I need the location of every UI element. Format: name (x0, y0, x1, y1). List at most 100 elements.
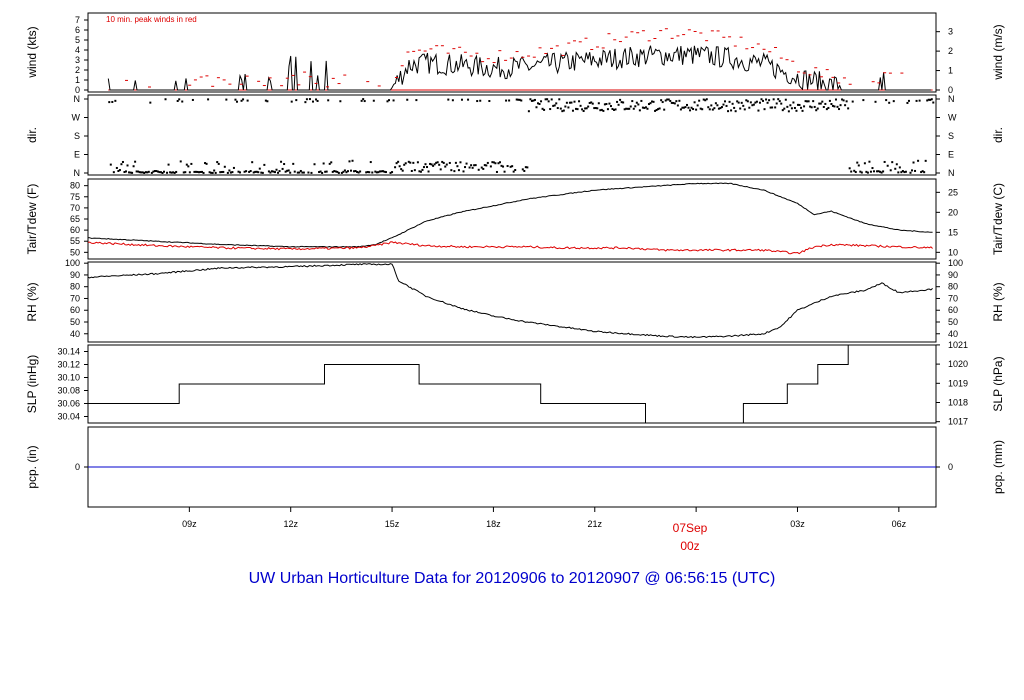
wind-dir-point (713, 107, 716, 110)
wind-dir-point (511, 165, 514, 168)
wind-dir-point (343, 169, 346, 172)
wind-dir-point (403, 163, 406, 166)
wind-dir-point (494, 162, 497, 165)
wind-dir-point (587, 105, 590, 108)
y-tick-label: 0 (948, 462, 953, 472)
wind-dir-point (495, 170, 498, 173)
wind-dir-point (410, 169, 413, 172)
wind-dir-point (768, 99, 771, 102)
wind-dir-point (906, 101, 909, 104)
wind-dir-point (594, 107, 597, 110)
y-tick-label: 30.14 (57, 347, 80, 357)
wind-dir-point (860, 171, 863, 174)
wind-dir-point (827, 106, 830, 109)
wind-dir-point (369, 161, 372, 164)
wind-dir-point (112, 171, 115, 174)
wind-dir-point (474, 164, 477, 167)
wind-dir-point (386, 100, 389, 103)
wind-dir-point (622, 101, 625, 104)
wind-dir-point (813, 105, 816, 108)
wind-dir-point (558, 98, 561, 101)
wind-dir-point (847, 107, 850, 110)
wind-dir-point (757, 109, 760, 112)
wind-dir-point (806, 100, 809, 103)
wind-dir-point (132, 165, 135, 168)
wind-dir-point (188, 171, 191, 174)
y-tick-label: 80 (948, 282, 958, 292)
slp-panel (87, 344, 937, 424)
wind-dir-point (131, 171, 134, 174)
wind-dir-point (863, 162, 866, 165)
wind-dir-point (430, 163, 433, 166)
wind-dir-point (804, 100, 807, 103)
wind-dir-point (340, 171, 343, 174)
wind-dir-point (354, 169, 357, 172)
wind-dir-point (868, 160, 871, 163)
slp-ylabel-left: SLP (inHg) (25, 355, 39, 413)
wind-dir-point (210, 171, 213, 174)
wind-dir-point (926, 99, 929, 102)
wind-dir-point (384, 171, 387, 174)
wind-dir-point (442, 161, 445, 164)
wind-dir-point (289, 171, 292, 174)
wind-dir-point (246, 99, 249, 102)
wind-dir-point (249, 170, 252, 173)
wind-dir-point (235, 100, 238, 103)
wind-dir-point (780, 102, 783, 105)
wind-dir-point (223, 165, 226, 168)
wind-dir-point (833, 105, 836, 108)
wind-dir-point (156, 170, 159, 173)
wind-dir-point (412, 161, 415, 164)
wind-dir-point (278, 170, 281, 173)
wind-dir-point (169, 171, 172, 174)
wind-dir-point (666, 98, 669, 101)
wind-dir-point (245, 170, 248, 173)
wind-dir-point (330, 161, 333, 164)
wind-dir-point (163, 170, 166, 173)
wind-dir-point (831, 104, 834, 107)
wind-dir-point (807, 100, 810, 103)
wind-dir-point (920, 171, 923, 174)
wind-dir-point (465, 162, 468, 165)
wind-dir-point (159, 171, 162, 174)
wind-dir-point (254, 170, 257, 173)
y-tick-label: 90 (948, 270, 958, 280)
wind-dir-point (754, 101, 757, 104)
wind-dir-point (419, 170, 422, 173)
wind-dir-point (537, 102, 540, 105)
wind-dir-point (872, 170, 875, 173)
wind-dir-point (146, 171, 149, 174)
wind-dir-point (909, 171, 912, 174)
wind-dir-point (900, 171, 903, 174)
wind-ylabel-right: wind (m/s) (991, 24, 1005, 80)
wind-dir-point (704, 99, 707, 102)
y-tick-label: W (72, 113, 81, 123)
wind-dir-point (331, 170, 334, 173)
x-tick-label: 12z (283, 519, 298, 529)
wind-dir-point (724, 100, 726, 103)
wind-dir-point (310, 171, 313, 174)
x-tick-label: 21z (588, 519, 603, 529)
wind-dir-point (751, 104, 754, 107)
y-tick-label: 20 (948, 207, 958, 217)
wind-dir-point (561, 110, 564, 113)
wind-dir-point (640, 99, 643, 102)
wind-dir-point (126, 164, 129, 167)
wind-dir-point (261, 171, 264, 174)
wind-dir-point (687, 106, 690, 109)
wind-dir-point (568, 101, 571, 104)
wind-dir-point (409, 161, 412, 164)
wind-dir-point (147, 170, 150, 173)
wind-dir-point (661, 101, 664, 104)
wind-dir-point (638, 109, 641, 112)
wind-dir-point (620, 101, 623, 104)
wind-dir-point (371, 171, 374, 174)
wind-dir-point (184, 171, 187, 174)
wind-dir-point (252, 171, 255, 174)
wind-dir-point (901, 170, 904, 173)
wind-dir-point (882, 170, 885, 173)
wind-dir-point (422, 166, 425, 169)
wind-dir-point (427, 170, 430, 173)
wind-dir-point (497, 162, 500, 165)
wind-dir-point (766, 101, 769, 104)
